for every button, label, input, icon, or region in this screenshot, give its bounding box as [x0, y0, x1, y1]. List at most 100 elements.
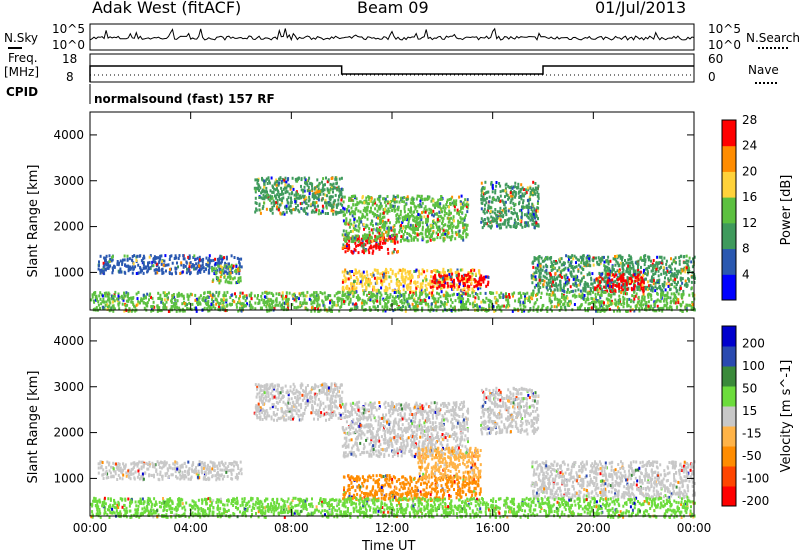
echo-cell [632, 300, 635, 304]
echo-cell [618, 277, 621, 281]
echo-cell [605, 280, 608, 284]
echo-cell [562, 261, 565, 265]
echo-cell [158, 259, 161, 263]
echo-cell [566, 290, 568, 294]
echo-cell [471, 302, 474, 306]
echo-cell [393, 198, 396, 202]
echo-cell [99, 268, 102, 272]
echo-cell [119, 269, 122, 273]
echo-cell [675, 269, 678, 273]
echo-cell [403, 217, 406, 221]
echo-cell [459, 268, 462, 272]
echo-cell [315, 208, 318, 212]
echo-cell [676, 289, 679, 293]
echo-cell [429, 279, 432, 283]
echo-cell [415, 218, 418, 221]
echo-cell [470, 278, 473, 282]
echo-cell [130, 266, 133, 270]
echo-cell [331, 304, 334, 308]
echo-cell [677, 280, 679, 284]
echo-cell [526, 186, 529, 190]
echo-cell [289, 185, 292, 189]
echo-cell [202, 257, 205, 261]
echo-cell [646, 270, 649, 274]
echo-cell [361, 250, 364, 254]
echo-cell [367, 233, 370, 237]
echo-cell [285, 204, 288, 208]
echo-cell [370, 196, 373, 200]
echo-cell [231, 270, 234, 274]
echo-cell [633, 270, 636, 273]
echo-cell [467, 271, 470, 274]
echo-cell [510, 194, 513, 198]
echo-cell [354, 224, 357, 228]
echo-cell [487, 206, 490, 210]
echo-cell [308, 176, 311, 180]
echo-cell [439, 198, 442, 201]
echo-cell [212, 258, 215, 262]
echo-cell [339, 209, 342, 212]
echo-cell [350, 206, 353, 210]
echo-cell [424, 230, 427, 234]
echo-cell [302, 190, 305, 194]
echo-cell [600, 288, 603, 292]
echo-cell [452, 199, 455, 203]
echo-cell [552, 265, 555, 269]
echo-cell [432, 237, 435, 241]
echo-cell [152, 257, 155, 261]
echo-cell [628, 254, 631, 258]
echo-cell [419, 199, 422, 203]
echo-cell [523, 221, 526, 225]
echo-cell [371, 251, 374, 255]
echo-cell [532, 193, 534, 197]
echo-cell [208, 254, 211, 258]
echo-cell [293, 197, 296, 201]
echo-cell [414, 280, 416, 284]
echo-cell [354, 238, 357, 242]
echo-cell [187, 297, 190, 301]
echo-cell [633, 294, 636, 298]
echo-cell [350, 237, 353, 241]
echo-cell [400, 272, 403, 276]
echo-cell [431, 281, 434, 285]
echo-cell [488, 303, 491, 307]
echo-cell [146, 292, 149, 296]
echo-cell [611, 288, 614, 292]
echo-cell [384, 199, 387, 203]
echo-cell [563, 261, 566, 265]
echo-cell [596, 262, 599, 266]
echo-cell [515, 214, 518, 218]
echo-cell [162, 291, 165, 295]
echo-cell [422, 210, 425, 214]
echo-cell [490, 226, 492, 230]
echo-cell [332, 182, 335, 186]
echo-cell [97, 303, 100, 307]
echo-cell [434, 279, 437, 283]
echo-cell [315, 210, 317, 214]
echo-cell [356, 234, 359, 238]
echo-cell [567, 281, 570, 285]
echo-cell [517, 185, 520, 189]
echo-cell [100, 268, 103, 272]
echo-cell [342, 200, 345, 204]
echo-cell [536, 263, 539, 267]
echo-cell [376, 288, 379, 292]
echo-cell [413, 270, 416, 273]
echo-cell [340, 302, 343, 306]
echo-cell [393, 228, 396, 232]
echo-cell [631, 294, 634, 298]
echo-cell [678, 270, 681, 274]
echo-cell [312, 192, 315, 196]
nave-tick-low: 0 [708, 70, 716, 84]
echo-cell [687, 278, 690, 281]
echo-cell [382, 275, 385, 279]
echo-cell [572, 275, 575, 279]
echo-cell [266, 177, 268, 181]
echo-cell [366, 236, 369, 240]
echo-cell [332, 211, 335, 215]
echo-cell [331, 195, 334, 199]
echo-cell [388, 200, 391, 204]
echo-cell [379, 238, 382, 241]
echo-cell [418, 272, 421, 276]
echo-cell [450, 278, 453, 281]
